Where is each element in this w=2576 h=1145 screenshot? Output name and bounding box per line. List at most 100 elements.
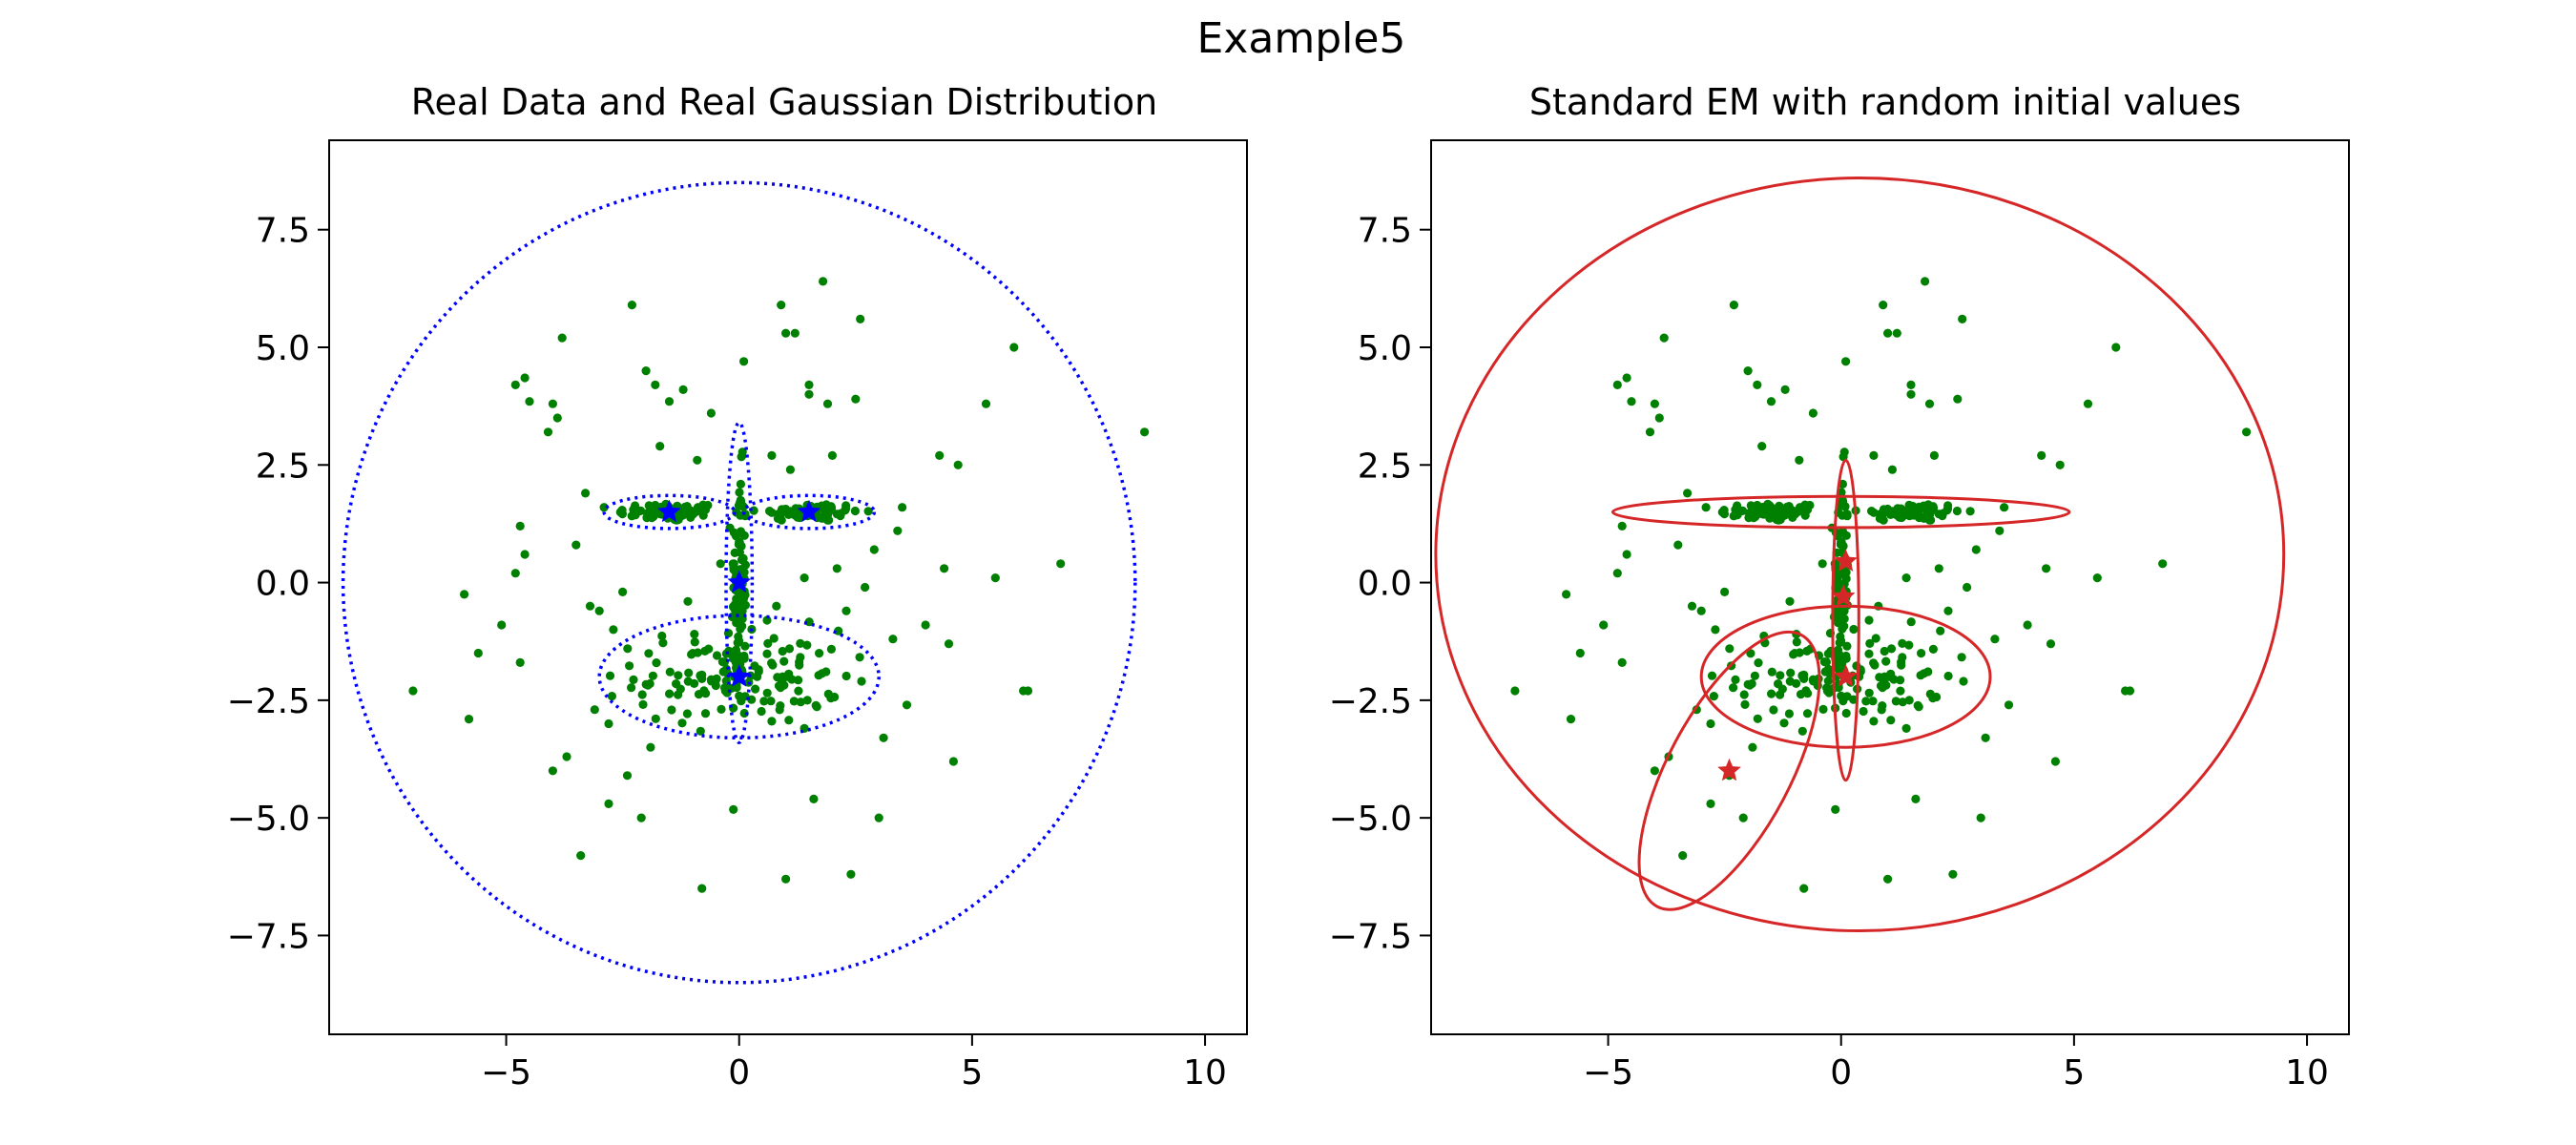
x-tick-label: −5 xyxy=(1583,1053,1633,1093)
data-point xyxy=(1719,510,1729,519)
data-point xyxy=(651,380,660,389)
data-point xyxy=(944,639,954,649)
data-point xyxy=(644,501,654,510)
data-point xyxy=(1891,697,1901,706)
data-point xyxy=(1833,657,1842,667)
data-point xyxy=(820,513,829,523)
data-point xyxy=(1729,683,1738,693)
data-point xyxy=(645,511,654,521)
data-point xyxy=(576,851,586,861)
data-point xyxy=(1056,559,1066,569)
data-point xyxy=(1720,587,1730,597)
data-point xyxy=(766,697,776,706)
data-point xyxy=(1938,509,1947,518)
data-point xyxy=(658,638,668,648)
data-point xyxy=(822,399,833,408)
data-point xyxy=(1819,657,1829,667)
data-point xyxy=(1868,697,1878,706)
data-point xyxy=(735,537,744,547)
y-tick-label: 2.5 xyxy=(256,447,310,486)
data-point xyxy=(1836,632,1845,641)
data-point xyxy=(781,874,791,884)
data-point xyxy=(1867,507,1877,516)
data-point xyxy=(2111,343,2121,352)
data-point xyxy=(857,677,866,686)
data-point xyxy=(2046,639,2056,649)
data-point xyxy=(1886,716,1896,725)
data-point xyxy=(821,667,831,677)
data-point xyxy=(1659,333,1669,343)
gaussian-ellipse xyxy=(1610,494,2071,530)
data-point xyxy=(1767,689,1776,698)
data-point xyxy=(1731,675,1740,685)
data-point xyxy=(2037,450,2046,460)
data-point xyxy=(682,709,693,718)
data-point xyxy=(1842,641,1852,651)
data-point xyxy=(1696,606,1706,615)
data-point xyxy=(794,686,803,696)
data-point xyxy=(990,573,1000,583)
data-point xyxy=(510,569,520,578)
data-point xyxy=(1792,637,1801,647)
gaussian-ellipse xyxy=(1637,630,1821,911)
data-point xyxy=(794,676,803,685)
data-point xyxy=(819,277,828,286)
gaussian-ellipse xyxy=(724,421,755,745)
data-point xyxy=(1921,277,1930,286)
data-point xyxy=(935,450,945,460)
mean-star-marker xyxy=(727,664,752,687)
data-point xyxy=(585,601,595,611)
data-point xyxy=(1140,427,1150,437)
data-point xyxy=(2050,757,2060,766)
data-point xyxy=(675,505,685,515)
data-point xyxy=(736,527,746,536)
data-point xyxy=(1774,515,1783,525)
data-point xyxy=(646,742,655,752)
data-point xyxy=(460,590,469,599)
data-point xyxy=(736,479,746,489)
data-point xyxy=(1841,573,1851,584)
data-point xyxy=(636,813,646,822)
y-tick-label: −2.5 xyxy=(227,682,310,721)
data-point xyxy=(1876,681,1886,691)
data-point xyxy=(520,550,530,559)
data-point xyxy=(1750,671,1759,680)
y-tick-label: 5.0 xyxy=(256,329,310,368)
data-point xyxy=(1797,671,1807,680)
data-point xyxy=(826,644,837,655)
data-point xyxy=(777,301,786,310)
data-point xyxy=(753,672,762,681)
data-point xyxy=(1617,521,1627,531)
data-point xyxy=(1740,699,1750,710)
data-point xyxy=(767,717,777,726)
data-point xyxy=(1009,343,1019,352)
data-point xyxy=(1779,718,1789,728)
data-point xyxy=(1763,499,1773,509)
data-point xyxy=(1896,676,1905,685)
data-point xyxy=(1880,646,1889,656)
data-point xyxy=(1869,658,1879,668)
data-point xyxy=(515,521,525,531)
data-point xyxy=(609,625,618,635)
data-point xyxy=(664,397,675,406)
data-point xyxy=(581,489,591,498)
data-point xyxy=(655,442,665,451)
data-point xyxy=(1849,624,1859,635)
data-point xyxy=(1711,625,1720,635)
data-point xyxy=(1898,653,1907,662)
data-point xyxy=(1645,427,1655,437)
data-point xyxy=(1971,545,1981,554)
data-point xyxy=(473,648,483,658)
data-point xyxy=(1864,688,1874,697)
data-point xyxy=(1654,413,1664,423)
data-point xyxy=(678,385,688,394)
data-point xyxy=(800,573,809,583)
data-point xyxy=(1948,869,1958,879)
data-point xyxy=(497,620,507,630)
data-point xyxy=(846,869,856,879)
left-subplot: Real Data and Real Gaussian Distribution… xyxy=(227,81,1248,1093)
data-point xyxy=(552,413,562,423)
data-point xyxy=(1748,742,1757,752)
data-point xyxy=(1747,511,1756,521)
data-point xyxy=(832,564,841,573)
